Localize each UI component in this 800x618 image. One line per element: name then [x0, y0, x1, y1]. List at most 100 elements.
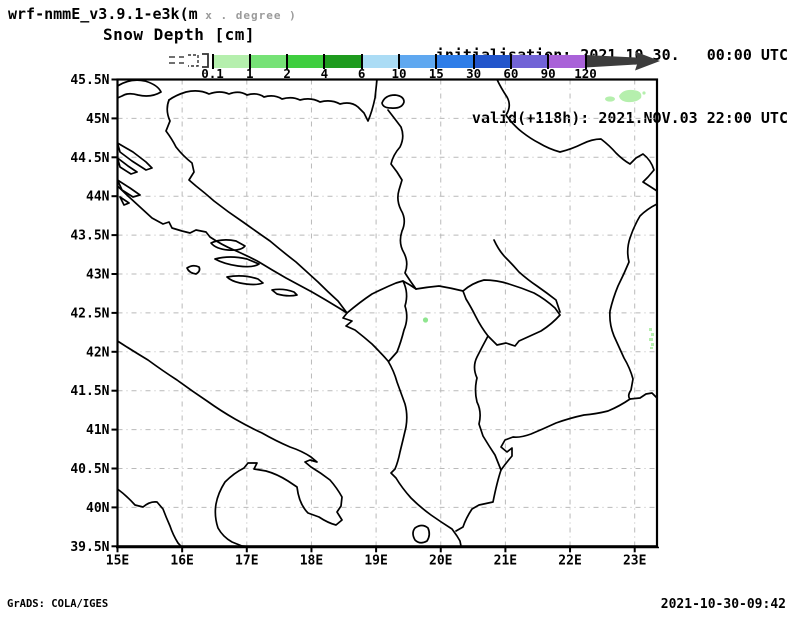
map-frame — [116, 78, 659, 548]
colorbar-tick-label: 0.1 — [201, 66, 224, 81]
valid-time: valid(+118h): 2021.NOV.03 22:00 UTC — [471, 109, 788, 127]
colorbar-segment — [473, 55, 511, 68]
border-kosovo — [462, 279, 561, 347]
lat-tick-label: 45.5N — [70, 73, 109, 88]
colorbar-tick-label: 120 — [574, 66, 597, 81]
lon-tick-label: 15E — [106, 553, 129, 568]
island — [210, 239, 246, 252]
island — [116, 179, 141, 198]
snow-patch-edge-specks — [649, 328, 654, 349]
border-sava-north — [168, 78, 378, 122]
colorbar-tick-label: 6 — [357, 66, 366, 81]
snow-patch — [605, 96, 615, 102]
colorbar-tick-label: 10 — [391, 66, 407, 81]
snow-patches — [422, 89, 654, 349]
model-title: wrf-nmmE_v3.9.1-e3k(m x . degree ) — [8, 5, 297, 23]
colorbar-tick — [360, 54, 363, 69]
lat-tick-label: 44N — [86, 190, 110, 205]
lon-tick-label: 21E — [494, 553, 517, 568]
coastlines-borders — [116, 78, 658, 548]
colorbar-tick-label: 15 — [428, 66, 444, 81]
colorbar-segment — [212, 55, 250, 68]
island-corfu — [412, 524, 431, 544]
border-kosovo-northeast — [493, 239, 561, 313]
colorbar-tick-label: 90 — [540, 66, 556, 81]
plot-title: Snow Depth [cm] — [103, 25, 255, 44]
island — [116, 142, 153, 171]
colorbar-tick — [286, 54, 289, 69]
colorbar-segment — [399, 55, 437, 68]
lat-tick-label: 42.5N — [70, 306, 109, 321]
lat-tick-label: 41N — [86, 423, 110, 438]
island — [214, 256, 260, 268]
colorbar-segment — [510, 55, 549, 68]
snow-patch — [619, 89, 642, 103]
border-albania-macedonia — [473, 335, 502, 471]
border-montenegro-spur — [346, 280, 417, 314]
lat-tick-label: 40N — [86, 501, 110, 516]
colorbar-segment — [249, 55, 288, 68]
colorbar-tick — [211, 54, 214, 69]
colorbar-tick-label: 30 — [466, 66, 482, 81]
colorbar-tick — [584, 54, 587, 69]
lat-tick-label: 45N — [86, 112, 110, 127]
border-drina — [387, 109, 417, 290]
lat-tick-label: 42N — [86, 345, 110, 360]
border-montenegro-albania — [388, 280, 408, 362]
island — [186, 264, 201, 275]
colorbar-underflow-marks — [169, 53, 209, 68]
island — [116, 157, 138, 175]
lat-tick-label: 43N — [86, 268, 110, 283]
colorbar-tick-label: 4 — [320, 66, 329, 81]
colorbar-tick — [323, 54, 326, 69]
colorbar-segment — [361, 55, 399, 68]
colorbar-tick — [547, 54, 550, 69]
lon-tick-label: 19E — [364, 553, 387, 568]
island — [271, 288, 298, 297]
coastline-istria — [116, 79, 162, 99]
lat-tick-label: 39.5N — [70, 540, 109, 555]
colorbar-segment — [287, 55, 325, 68]
snow-patch — [642, 91, 646, 95]
lon-tick-label: 23E — [623, 553, 646, 568]
colorbar-decorations — [169, 51, 660, 71]
lat-tick-label: 41.5N — [70, 384, 109, 399]
island — [119, 196, 130, 206]
border-serbia-north — [496, 78, 658, 192]
colorbar-tick — [472, 54, 475, 69]
colorbar-segment — [324, 55, 362, 68]
colorbar-segment — [548, 55, 586, 68]
colorbar: 0.1 1 2 4 6 10 15 30 60 90 120 — [0, 0, 800, 85]
snow-patch — [422, 317, 429, 323]
border-river-loop — [381, 94, 405, 109]
border-bosnia — [165, 99, 348, 314]
model-units: x . degree ) — [197, 9, 297, 22]
coastline-italy-west — [116, 488, 182, 548]
colorbar-tick — [398, 54, 400, 69]
coastline-adriatic-east — [116, 185, 462, 547]
lat-tick-label: 43.5N — [70, 229, 109, 244]
colorbar-tick — [248, 54, 251, 69]
credit-text: GrADS: COLA/IGES — [7, 598, 109, 610]
border-serbia-east — [608, 203, 658, 400]
colorbar-segment — [436, 55, 474, 68]
timestamp-text: 2021-10-30-09:42 — [660, 597, 786, 612]
border-bulgaria-east — [629, 392, 658, 400]
model-name: wrf-nmmE_v3.9.1-e3k(m — [8, 5, 198, 23]
colorbar-overflow-arrow — [585, 51, 660, 71]
colorbar-tick-label: 2 — [283, 66, 291, 81]
colorbar-tick-label: 60 — [503, 66, 519, 81]
lon-tick-label: 20E — [429, 553, 452, 568]
lon-tick-label: 22E — [558, 553, 581, 568]
island — [226, 275, 264, 286]
coastline-italy-adriatic — [116, 340, 343, 548]
border-greece-north — [455, 398, 631, 532]
colorbar-tick-label: 1 — [246, 66, 254, 81]
lon-tick-label: 17E — [235, 553, 258, 568]
colorbar-tick — [435, 54, 438, 69]
lon-tick-label: 18E — [300, 553, 323, 568]
colorbar-tick — [509, 54, 512, 69]
lon-tick-label: 16E — [170, 553, 193, 568]
